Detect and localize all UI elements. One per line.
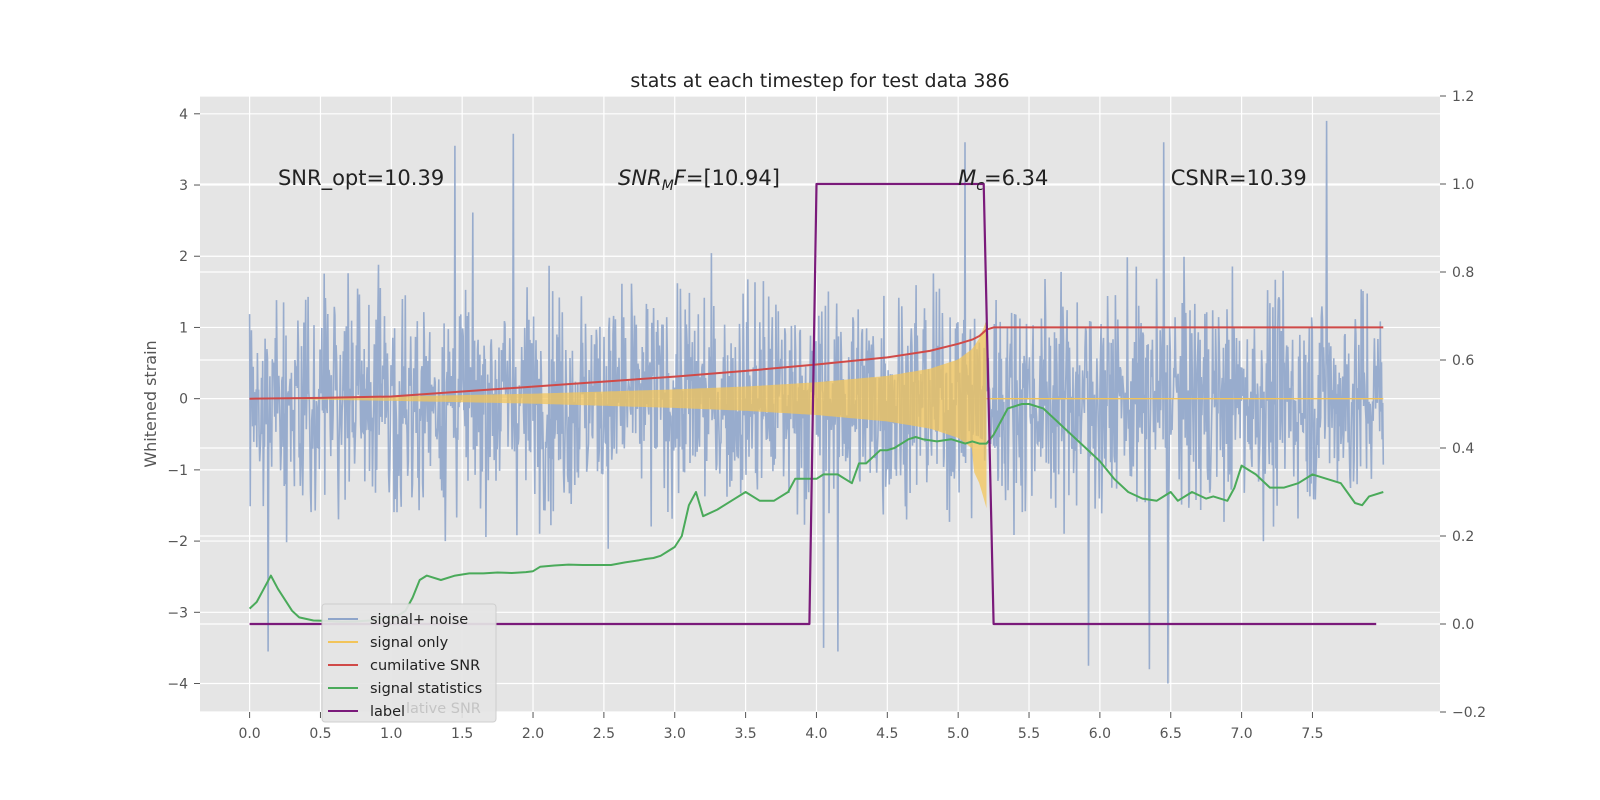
series-signal-statistics [248, 403, 1384, 623]
y2-tick-label: 0.0 [1452, 617, 1474, 633]
y-tick-label: −2 [167, 534, 188, 550]
x-tick-label: 3.0 [664, 726, 686, 742]
x-tick-label: 0.0 [238, 726, 260, 742]
y2-tick-label: 0.6 [1452, 353, 1474, 369]
legend-label: signal statistics [370, 681, 482, 697]
y2-tick-label: 1.2 [1452, 89, 1474, 105]
y2-tick-label: 0.4 [1452, 441, 1474, 457]
x-tick-label: 5.0 [947, 726, 969, 742]
annotation: SNRMF=[10.94] [618, 166, 780, 194]
y-tick-label: −3 [167, 605, 188, 621]
x-tick-label: 4.5 [876, 726, 898, 742]
axes: 4 3 2 1 0 −1 −2 −3 −4 1.2 1.0 0.8 0.6 0.4 0.2 0.0 −0.2 0.… [167, 89, 1486, 742]
y-axis-label: Whitened strain [141, 340, 160, 467]
series-signal-noise [248, 120, 1385, 684]
y-tick-label: 4 [179, 107, 188, 123]
series-label [249, 182, 1377, 626]
y2-tick-label: 0.8 [1452, 265, 1474, 281]
x-tick-label: 2.5 [593, 726, 615, 742]
series-signal-only [249, 320, 987, 509]
legend-ghost-text: lative SNR [406, 701, 481, 717]
legend-label: label [370, 704, 405, 720]
x-tick-label: 3.5 [734, 726, 756, 742]
y2-tick-label: 1.0 [1452, 177, 1474, 193]
y2-tick-label: −0.2 [1452, 705, 1486, 721]
legend: lative SNR signal+ noise signal only cumila… [321, 603, 497, 723]
legend-label: signal+ noise [370, 612, 468, 628]
x-tick-label: 1.5 [451, 726, 473, 742]
x-tick-label: 7.5 [1301, 726, 1323, 742]
annotation: Mc=6.34 [958, 166, 1048, 194]
x-tick-label: 4.0 [805, 726, 827, 742]
x-tick-label: 5.5 [1018, 726, 1040, 742]
plot-content [248, 120, 1385, 684]
x-tick-label: 1.0 [380, 726, 402, 742]
annotation: SNR_opt=10.39 [278, 166, 444, 191]
y2-tick-label: 0.2 [1452, 529, 1474, 545]
y-tick-label: 1 [179, 320, 188, 336]
x-tick-label: 6.0 [1089, 726, 1111, 742]
x-tick-label: 6.5 [1160, 726, 1182, 742]
y-tick-label: 3 [179, 178, 188, 194]
y-tick-label: −4 [167, 677, 188, 693]
annotation: CSNR=10.39 [1171, 166, 1307, 190]
y-tick-label: 2 [179, 249, 188, 265]
x-tick-label: 0.5 [309, 726, 331, 742]
annotations: SNR_opt=10.39 SNRMF=[10.94] Mc=6.34 CSNR=10… [278, 166, 1307, 194]
legend-box [321, 603, 497, 723]
y-tick-label: 0 [179, 392, 188, 408]
y-tick-label: −1 [167, 463, 188, 479]
legend-label: signal only [370, 635, 449, 651]
series-cumulative-snr [249, 326, 1384, 400]
x-tick-label: 2.0 [522, 726, 544, 742]
chart-title: stats at each timestep for test data 386 [630, 70, 1009, 92]
x-tick-label: 7.0 [1230, 726, 1252, 742]
legend-label: cumilative SNR [370, 658, 480, 674]
